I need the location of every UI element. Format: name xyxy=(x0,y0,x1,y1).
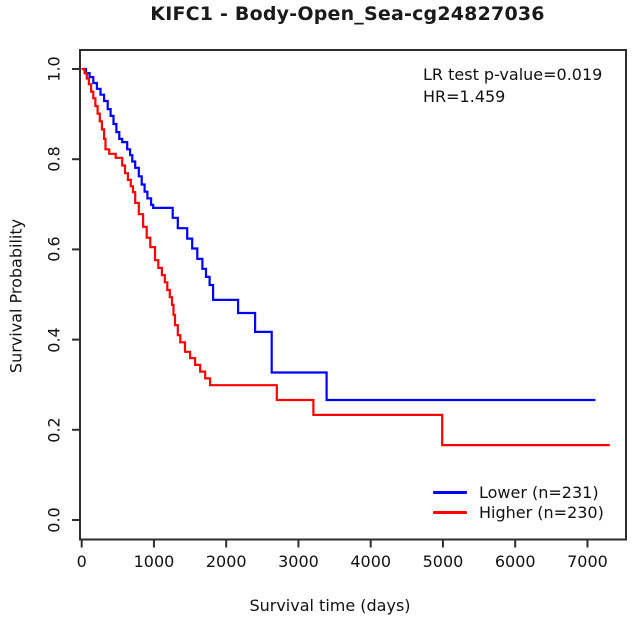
lower-line-swatch xyxy=(433,490,467,494)
legend-label-higher: Higher (n=230) xyxy=(479,502,604,522)
x-tick-label: 2000 xyxy=(205,552,247,571)
x-tick-label: 0 xyxy=(76,552,87,571)
plot-box xyxy=(79,49,627,541)
survival-curve-lower xyxy=(81,67,596,402)
y-tick-label: 0.4 xyxy=(44,326,64,353)
plot-title: KIFC1 - Body-Open_Sea-cg24827036 xyxy=(150,3,545,25)
higher-line-swatch xyxy=(433,510,467,514)
y-tick-label: 0.6 xyxy=(44,236,64,263)
x-tick-label: 1000 xyxy=(133,552,175,571)
x-tick-label: 5000 xyxy=(422,552,464,571)
lr-test-pvalue: LR test p-value=0.019 xyxy=(423,65,603,84)
legend: Lower (n=231) Higher (n=230) xyxy=(433,482,604,522)
x-tick-label: 6000 xyxy=(494,552,536,571)
x-tick-label: 4000 xyxy=(350,552,392,571)
legend-label-lower: Lower (n=231) xyxy=(479,482,599,502)
y-axis-title: Survival Probability xyxy=(6,218,26,374)
y-tick-label: 0.2 xyxy=(44,417,64,443)
hazard-ratio: HR=1.459 xyxy=(423,87,506,106)
survival-curve-higher xyxy=(81,67,610,447)
x-tick-label: 7000 xyxy=(567,552,608,571)
x-tick-label: 3000 xyxy=(278,552,319,571)
y-tick-label: 1.0 xyxy=(44,56,64,82)
y-tick-label: 0.8 xyxy=(44,146,64,172)
legend-item-lower: Lower (n=231) xyxy=(433,482,604,502)
x-axis-title: Survival time (days) xyxy=(249,596,411,615)
y-tick-label: 0.0 xyxy=(44,507,64,533)
stats-annotation: LR test p-value=0.019 HR=1.459 xyxy=(423,64,602,108)
legend-item-higher: Higher (n=230) xyxy=(433,502,604,522)
